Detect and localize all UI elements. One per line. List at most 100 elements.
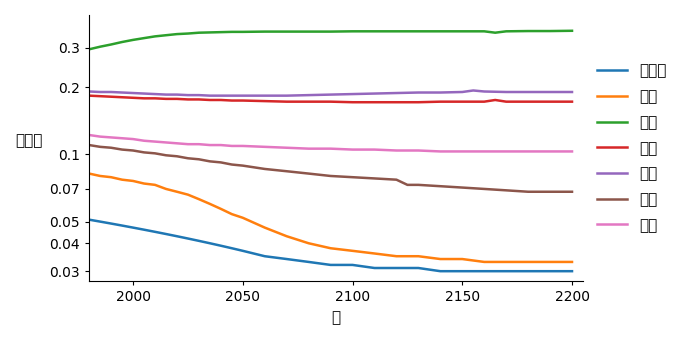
北海道 — [414, 266, 422, 270]
関東 — [228, 30, 236, 34]
九州 — [228, 144, 236, 148]
中国 — [173, 154, 181, 158]
関東 — [118, 40, 126, 44]
九州 — [261, 145, 269, 149]
東北 — [140, 182, 148, 186]
九州 — [195, 142, 203, 146]
中国 — [184, 156, 192, 160]
中国 — [458, 186, 466, 190]
北海道 — [436, 269, 444, 273]
九州 — [107, 135, 116, 139]
中国 — [217, 160, 225, 165]
中部 — [327, 100, 335, 104]
九州 — [129, 137, 137, 141]
九州 — [458, 149, 466, 153]
中部 — [370, 100, 378, 104]
関東 — [151, 34, 159, 38]
東北 — [162, 187, 170, 191]
北海道 — [480, 269, 488, 273]
X-axis label: 年: 年 — [332, 310, 341, 325]
東北 — [217, 207, 225, 211]
中部 — [524, 100, 533, 104]
中国 — [228, 163, 236, 167]
中部 — [348, 100, 356, 104]
東北 — [173, 190, 181, 194]
中国 — [414, 183, 422, 187]
東北 — [239, 216, 247, 220]
中部 — [162, 97, 170, 101]
九州 — [283, 146, 291, 150]
九州 — [217, 143, 225, 147]
北海道 — [228, 246, 236, 250]
近畿 — [239, 94, 247, 98]
近畿 — [283, 94, 291, 98]
関東 — [348, 29, 356, 33]
北海道 — [140, 228, 148, 232]
近畿 — [524, 90, 533, 94]
中部 — [107, 95, 116, 99]
北海道 — [118, 223, 126, 227]
中国 — [403, 183, 411, 187]
東北 — [107, 175, 116, 179]
近畿 — [206, 94, 214, 98]
北海道 — [107, 222, 116, 226]
北海道 — [217, 244, 225, 248]
九州 — [392, 149, 400, 153]
中国 — [348, 175, 356, 179]
Line: 近畿: 近畿 — [89, 90, 572, 96]
北海道 — [370, 266, 378, 270]
近畿 — [348, 92, 356, 96]
九州 — [502, 149, 510, 153]
関東 — [414, 29, 422, 33]
中国 — [480, 187, 488, 191]
東北 — [370, 252, 378, 256]
九州 — [348, 148, 356, 152]
関東 — [491, 31, 499, 35]
近畿 — [568, 90, 576, 94]
九州 — [140, 139, 148, 143]
東北 — [195, 197, 203, 201]
北海道 — [568, 269, 576, 273]
Legend: 北海道, 東北, 関東, 中部, 近畿, 中国, 九州: 北海道, 東北, 関東, 中部, 近畿, 中国, 九州 — [590, 57, 673, 239]
東北 — [85, 172, 94, 176]
近畿 — [217, 94, 225, 98]
Line: 中部: 中部 — [89, 96, 572, 102]
北海道 — [151, 230, 159, 234]
近畿 — [173, 92, 181, 97]
東北 — [261, 225, 269, 230]
近畿 — [392, 91, 400, 95]
近畿 — [305, 93, 313, 97]
東北 — [392, 254, 400, 258]
関東 — [261, 30, 269, 34]
関東 — [370, 29, 378, 33]
中部 — [184, 97, 192, 101]
東北 — [228, 212, 236, 216]
九州 — [327, 147, 335, 151]
中部 — [568, 100, 576, 104]
関東 — [283, 30, 291, 34]
Y-axis label: シェア: シェア — [15, 133, 43, 148]
東北 — [283, 234, 291, 238]
東北 — [480, 260, 488, 264]
中国 — [129, 149, 137, 153]
中部 — [195, 97, 203, 101]
近畿 — [327, 92, 335, 97]
中国 — [239, 164, 247, 168]
中部 — [392, 100, 400, 104]
北海道 — [305, 260, 313, 264]
近畿 — [458, 90, 466, 94]
九州 — [173, 141, 181, 146]
Line: 中国: 中国 — [89, 145, 572, 192]
北海道 — [85, 218, 94, 222]
東北 — [414, 254, 422, 258]
九州 — [414, 149, 422, 153]
北海道 — [195, 239, 203, 243]
近畿 — [96, 90, 105, 94]
東北 — [305, 241, 313, 245]
中部 — [85, 94, 94, 98]
近畿 — [162, 92, 170, 97]
北海道 — [184, 237, 192, 241]
中国 — [568, 190, 576, 194]
北海道 — [173, 234, 181, 238]
近畿 — [469, 88, 477, 92]
